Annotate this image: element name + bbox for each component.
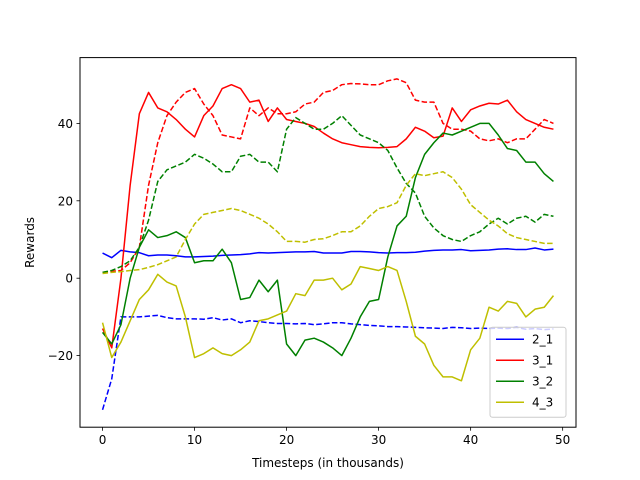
x-axis-label: Timesteps (in thousands) (251, 456, 404, 470)
x-tick-label: 10 (187, 433, 202, 447)
x-tick-label: 50 (555, 433, 570, 447)
y-tick-label: 20 (58, 194, 73, 208)
series-line-2_1 (102, 247, 554, 259)
series-line-dashed-3 (102, 78, 554, 274)
x-tick-label: 0 (99, 433, 107, 447)
x-tick-label: 20 (279, 433, 294, 447)
series-line-3_2 (101, 122, 554, 357)
legend-label-2_1: 2_1 (532, 333, 553, 347)
ticks-layer: 0 10 20 30 40 50 −20 0 20 40 (48, 117, 571, 447)
series-layer (101, 78, 555, 410)
x-tick-label: 40 (463, 433, 478, 447)
y-tick-label: −20 (48, 349, 73, 363)
plot-frame (79, 57, 577, 428)
series-line-dashed-1 (101, 314, 554, 410)
y-tick-label: 0 (65, 272, 73, 286)
y-tick-label: 40 (58, 117, 73, 131)
y-axis-label: Rewards (23, 217, 37, 268)
legend-label-3_2: 3_2 (532, 375, 553, 389)
series-line-dashed-5 (102, 114, 554, 274)
legend-label-3_1: 3_1 (532, 354, 553, 368)
legend-label-4_3: 4_3 (532, 396, 553, 410)
legend: 2_1 3_1 3_2 4_3 (489, 326, 567, 418)
series-line-dashed-7 (102, 171, 554, 275)
legend-box (489, 326, 567, 418)
series-line-3_1 (101, 83, 554, 349)
x-tick-label: 30 (371, 433, 386, 447)
series-line-4_3 (101, 265, 555, 382)
